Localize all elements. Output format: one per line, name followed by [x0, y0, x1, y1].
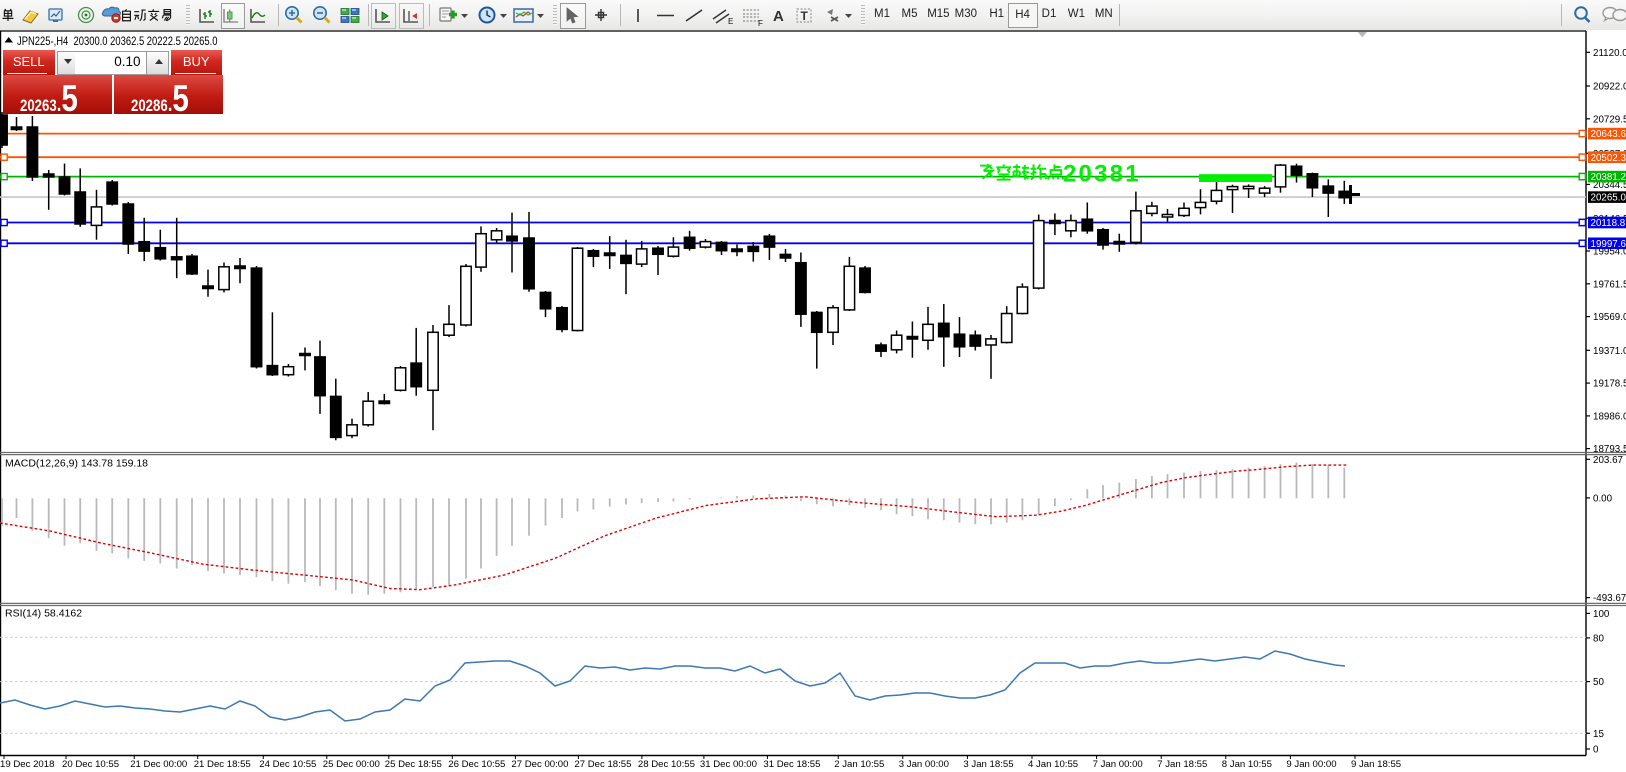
- svg-text:20381: 20381: [1063, 161, 1141, 188]
- svg-text:24 Dec 10:55: 24 Dec 10:55: [259, 759, 316, 770]
- svg-text:19569.0: 19569.0: [1593, 312, 1626, 323]
- svg-text:18793.5: 18793.5: [1593, 444, 1626, 455]
- svg-text:26 Dec 10:55: 26 Dec 10:55: [448, 759, 505, 770]
- svg-text:20643.6: 20643.6: [1591, 129, 1626, 140]
- svg-text:4 Jan 10:55: 4 Jan 10:55: [1028, 759, 1078, 770]
- svg-text:3 Jan 18:55: 3 Jan 18:55: [963, 759, 1013, 770]
- svg-text:7 Jan 18:55: 7 Jan 18:55: [1157, 759, 1207, 770]
- svg-text:9 Jan 18:55: 9 Jan 18:55: [1351, 759, 1401, 770]
- svg-text:20381.2: 20381.2: [1591, 172, 1626, 183]
- svg-text:20265.0: 20265.0: [1591, 193, 1626, 204]
- svg-text:19954.0: 19954.0: [1593, 247, 1626, 258]
- svg-text:80: 80: [1593, 634, 1604, 645]
- svg-text:2 Jan 10:55: 2 Jan 10:55: [834, 759, 884, 770]
- svg-text:19997.6: 19997.6: [1591, 239, 1626, 250]
- svg-text:7 Jan 00:00: 7 Jan 00:00: [1093, 759, 1143, 770]
- svg-text:31 Dec 00:00: 31 Dec 00:00: [700, 759, 757, 770]
- svg-text:20502.3: 20502.3: [1591, 153, 1626, 164]
- svg-text:-493.67: -493.67: [1593, 593, 1626, 604]
- svg-text:19761.5: 19761.5: [1593, 279, 1626, 290]
- svg-text:20344.5: 20344.5: [1593, 180, 1626, 191]
- svg-text:0.00: 0.00: [1593, 494, 1613, 505]
- svg-text:RSI(14) 58.4162: RSI(14) 58.4162: [5, 608, 82, 620]
- svg-text:3 Jan 00:00: 3 Jan 00:00: [899, 759, 949, 770]
- svg-text:19178.5: 19178.5: [1593, 379, 1626, 390]
- svg-text:28 Dec 10:55: 28 Dec 10:55: [638, 759, 695, 770]
- svg-text:20729.5: 20729.5: [1593, 114, 1626, 125]
- svg-text:0: 0: [1593, 745, 1599, 756]
- svg-text:19371.0: 19371.0: [1593, 346, 1626, 357]
- svg-text:21120.0: 21120.0: [1593, 48, 1626, 59]
- svg-text:JPN225-,H4 20300.0 20362.5 20: JPN225-,H4 20300.0 20362.5 20222.5 20265…: [17, 35, 218, 48]
- svg-text:T: T: [801, 9, 809, 23]
- svg-text:27 Dec 18:55: 27 Dec 18:55: [574, 759, 631, 770]
- svg-text:20118.8: 20118.8: [1591, 218, 1626, 229]
- svg-text:31 Dec 18:55: 31 Dec 18:55: [763, 759, 820, 770]
- svg-text:8 Jan 10:55: 8 Jan 10:55: [1222, 759, 1272, 770]
- svg-text:MACD(12,26,9) 143.78 159.18: MACD(12,26,9) 143.78 159.18: [5, 458, 148, 470]
- svg-text:F: F: [758, 19, 763, 28]
- svg-text:25 Dec 00:00: 25 Dec 00:00: [323, 759, 380, 770]
- svg-text:E: E: [728, 17, 733, 26]
- svg-text:21 Dec 18:55: 21 Dec 18:55: [194, 759, 251, 770]
- svg-text:19 Dec 2018: 19 Dec 2018: [0, 759, 54, 770]
- svg-text:21 Dec 00:00: 21 Dec 00:00: [130, 759, 187, 770]
- svg-text:18986.0: 18986.0: [1593, 412, 1626, 423]
- svg-text:50: 50: [1593, 677, 1604, 688]
- svg-text:25 Dec 18:55: 25 Dec 18:55: [385, 759, 442, 770]
- svg-text:20 Dec 10:55: 20 Dec 10:55: [62, 759, 119, 770]
- svg-text:9 Jan 00:00: 9 Jan 00:00: [1286, 759, 1336, 770]
- svg-text:20922.0: 20922.0: [1593, 82, 1626, 93]
- svg-text:27 Dec 00:00: 27 Dec 00:00: [511, 759, 568, 770]
- svg-text:100: 100: [1593, 609, 1610, 620]
- svg-text:15: 15: [1593, 729, 1604, 740]
- svg-text:A: A: [773, 8, 784, 25]
- svg-text:203.67: 203.67: [1593, 455, 1623, 466]
